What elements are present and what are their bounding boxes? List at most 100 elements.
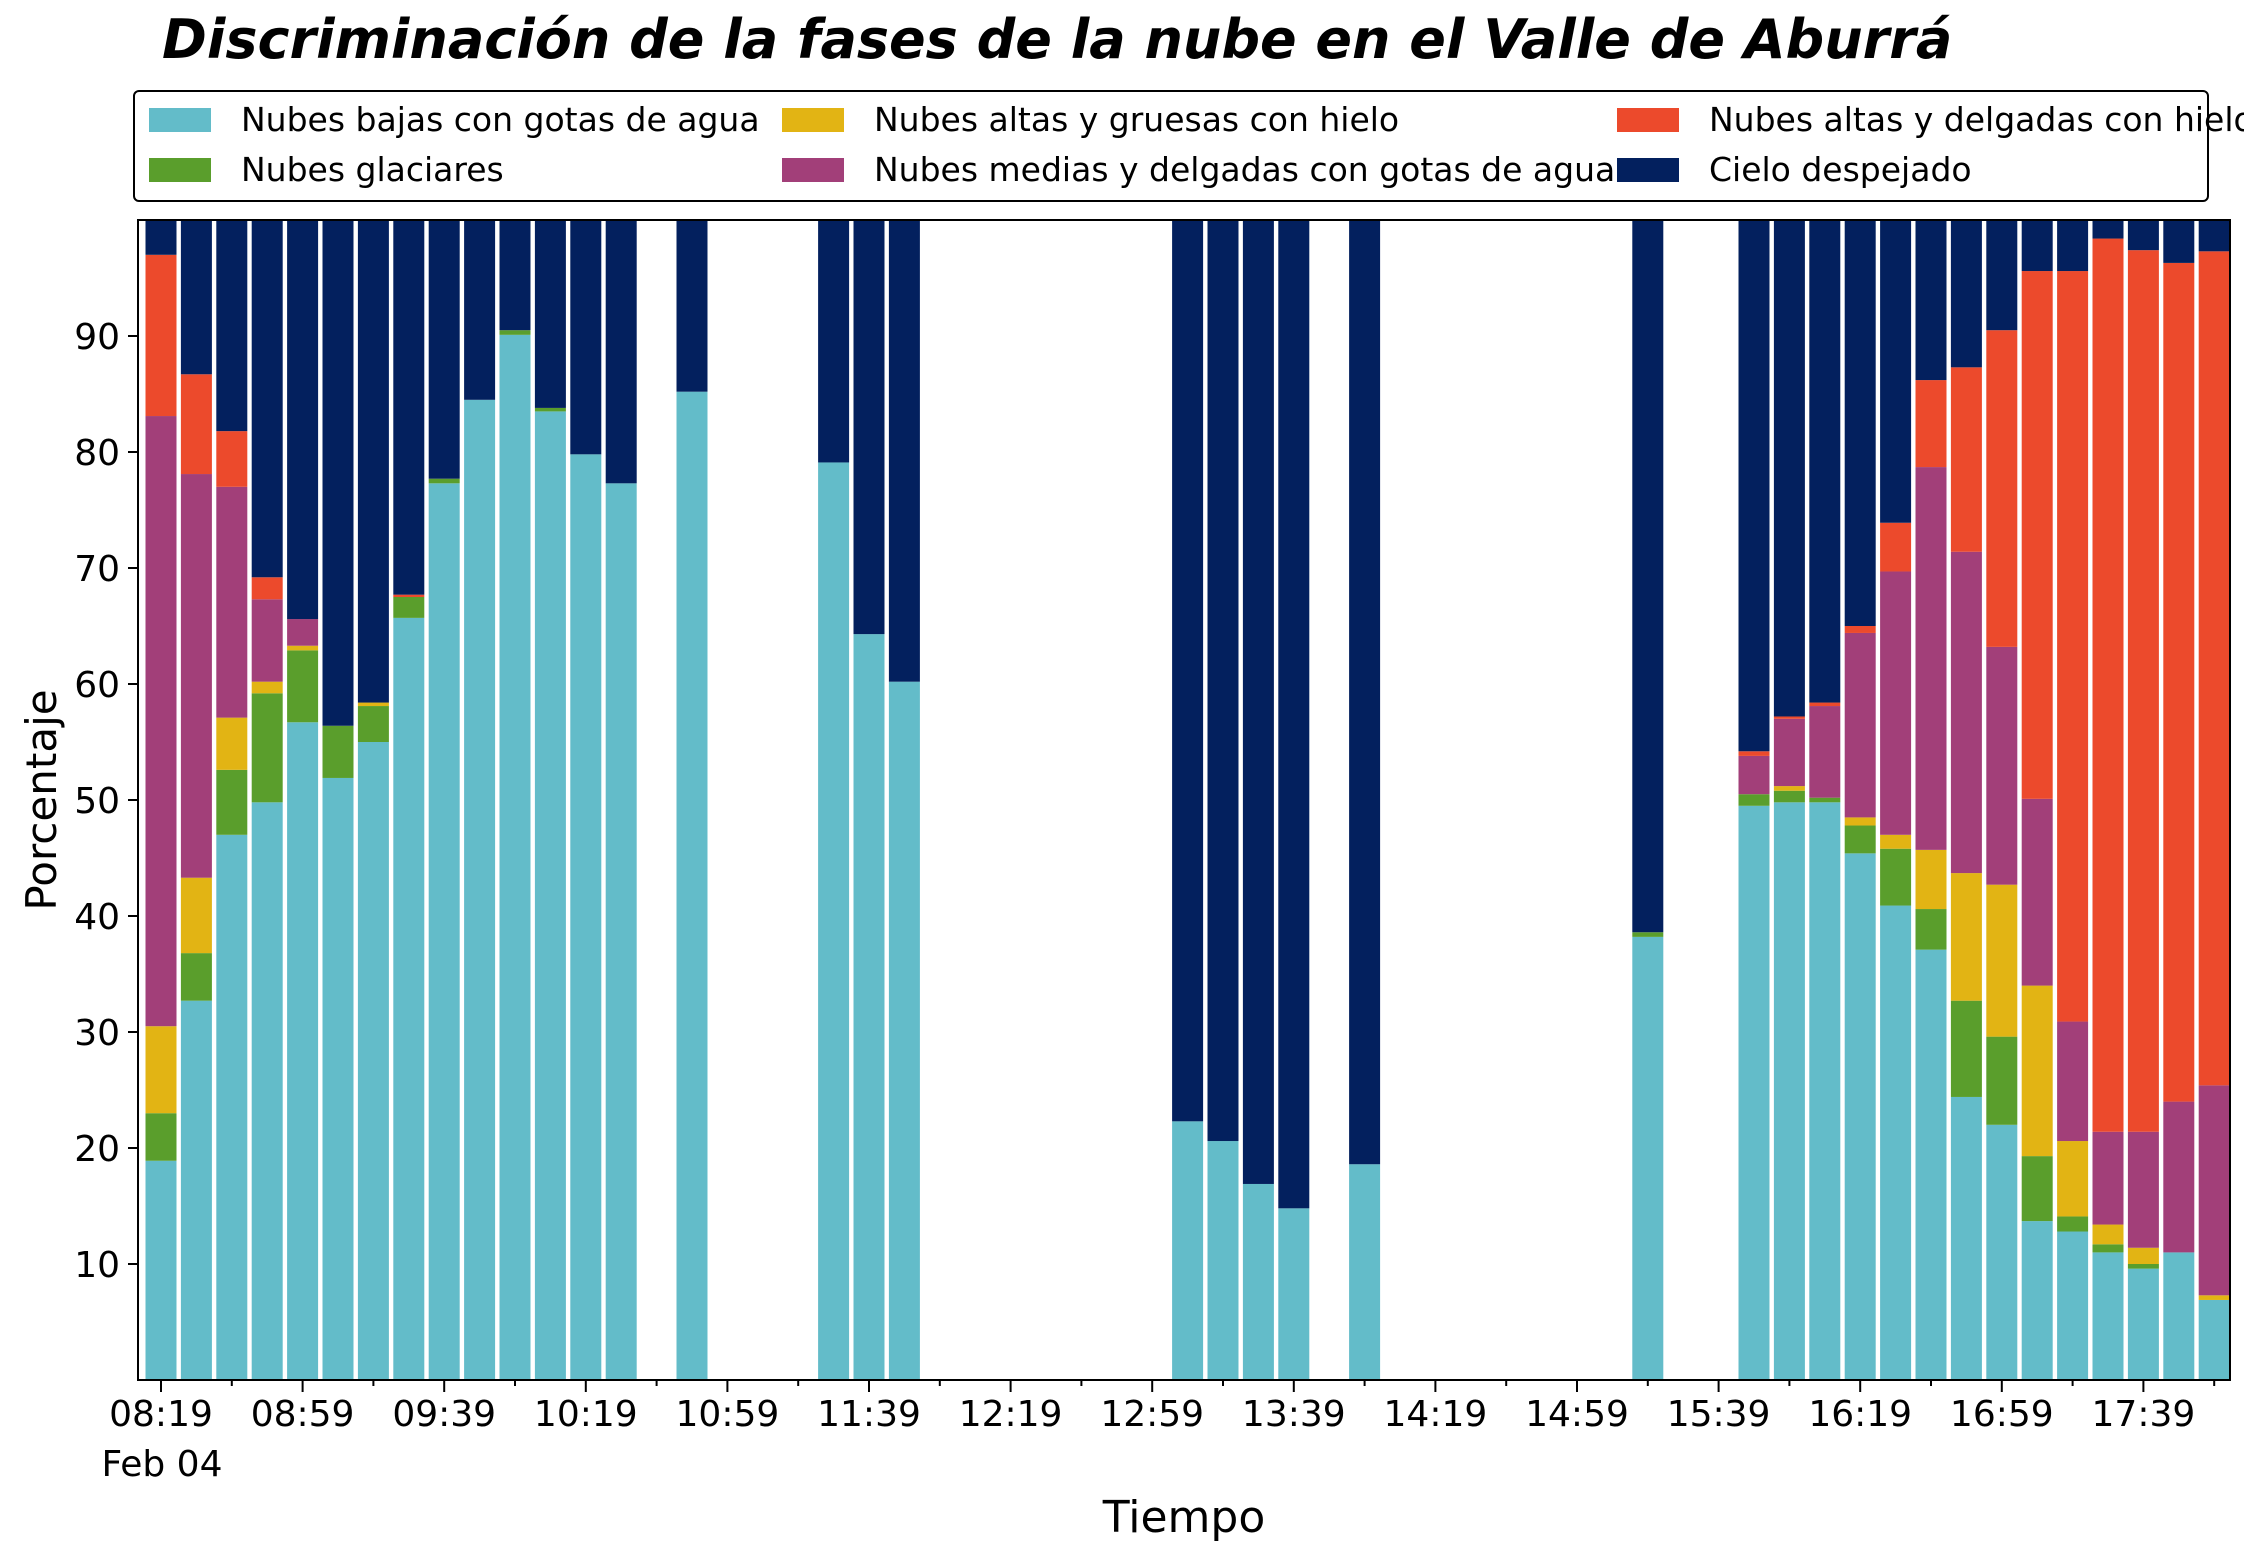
x-tick-label: 10:19 xyxy=(534,1394,638,1435)
bar-segment xyxy=(1915,220,1947,381)
x-tick-label: 12:19 xyxy=(959,1394,1063,1435)
bar-segment xyxy=(1844,626,1876,633)
bar-segment xyxy=(534,407,566,412)
bar-segment xyxy=(1844,220,1876,626)
bar-segment xyxy=(2198,220,2230,252)
bar-segment xyxy=(2057,1021,2089,1142)
y-axis-label: Porcentaje xyxy=(17,689,66,910)
bar-segment xyxy=(287,650,319,723)
bar-segment xyxy=(2092,238,2124,1132)
bar-segment xyxy=(1844,853,1876,1380)
x-tick-label: 17:39 xyxy=(2092,1394,2196,1435)
legend-item-despejado: Cielo despejado xyxy=(1617,150,1972,189)
bar-segment xyxy=(499,330,531,335)
bar-segment xyxy=(605,483,637,1380)
bar-segment xyxy=(1986,220,2018,331)
bar-segment xyxy=(2163,262,2195,1102)
bar-segment xyxy=(1172,1121,1204,1380)
bar-segment xyxy=(1632,220,1664,933)
legend-item-glaciares: Nubes glaciares xyxy=(149,150,504,189)
bar-segment xyxy=(428,220,460,479)
bar-segment xyxy=(1738,794,1770,806)
bar-segment xyxy=(534,411,566,1380)
bar-segment xyxy=(1773,802,1805,1380)
bar-segment xyxy=(180,953,212,1001)
bar-segment xyxy=(2092,1131,2124,1225)
bar-segment xyxy=(1950,873,1982,1001)
bar-segment xyxy=(2198,1085,2230,1296)
bar-segment xyxy=(251,220,283,578)
legend-item-medias-delgadas: Nubes medias y delgadas con gotas de agu… xyxy=(782,150,1615,189)
bar-segment xyxy=(2092,1224,2124,1245)
bar-segment xyxy=(2057,271,2089,1022)
legend-swatch-glaciares xyxy=(149,157,211,182)
bar-segment xyxy=(2092,220,2124,239)
bar-segment xyxy=(2057,1231,2089,1380)
bar-segment xyxy=(2198,1299,2230,1380)
bar-segment xyxy=(216,220,248,432)
x-axis-date-label: Feb 04 xyxy=(102,1444,223,1485)
bar-segment xyxy=(357,706,389,742)
bar-segment xyxy=(145,220,177,255)
bar-segment xyxy=(1880,834,1912,849)
bar-segment xyxy=(251,681,283,694)
bar-segment xyxy=(287,645,319,651)
y-tick-label: 80 xyxy=(74,433,120,474)
bar-segment xyxy=(818,462,850,1380)
bar-segment xyxy=(464,399,496,1380)
bar-segment xyxy=(428,478,460,484)
bar-segment xyxy=(1773,786,1805,791)
bar-segment xyxy=(322,220,354,726)
bar-segment xyxy=(2127,1131,2159,1248)
bar-segment xyxy=(2092,1252,2124,1380)
y-axis: 10 20 30 40 50 60 70 80 90 xyxy=(74,317,138,1286)
bar-segment xyxy=(1278,220,1310,1209)
legend-label-despejado: Cielo despejado xyxy=(1709,150,1972,189)
bar-segment xyxy=(287,220,319,620)
bar-segment xyxy=(145,1160,177,1380)
x-axis-label: Tiempo xyxy=(1102,1492,1266,1543)
bar-segment xyxy=(2021,271,2053,799)
legend-swatch-medias-delgadas xyxy=(782,157,844,182)
bar-segment xyxy=(676,391,708,1380)
bar-segment xyxy=(888,220,920,682)
bar-segment xyxy=(1242,220,1274,1184)
bar-segment xyxy=(428,483,460,1380)
chart-title: Discriminación de la fases de la nube en… xyxy=(162,8,1953,71)
bar-segment xyxy=(1632,936,1664,1380)
bar-segment xyxy=(464,220,496,400)
bar-segment xyxy=(2163,220,2195,263)
bar-segment xyxy=(1172,220,1204,1122)
bars-group xyxy=(145,220,2230,1381)
bar-segment xyxy=(251,577,283,600)
bar-segment xyxy=(322,725,354,778)
bar-segment xyxy=(1349,220,1381,1165)
y-tick-label: 30 xyxy=(74,1013,120,1054)
x-tick-label: 08:59 xyxy=(251,1394,355,1435)
legend-swatch-bajas xyxy=(149,107,211,132)
bar-segment xyxy=(180,220,212,375)
bar-segment xyxy=(2057,1216,2089,1232)
bar-segment xyxy=(357,742,389,1380)
bar-segment xyxy=(1773,220,1805,717)
x-tick-label: 13:39 xyxy=(1242,1394,1346,1435)
bar-segment xyxy=(216,834,248,1380)
bar-segment xyxy=(1844,817,1876,826)
bar-segment xyxy=(145,1026,177,1114)
legend-item-bajas: Nubes bajas con gotas de agua xyxy=(149,100,760,139)
bar-segment xyxy=(2092,1244,2124,1253)
bar-segment xyxy=(1950,220,1982,368)
bar-segment xyxy=(570,220,602,455)
bar-segment xyxy=(1950,367,1982,552)
bar-segment xyxy=(1915,380,1947,468)
bar-segment xyxy=(1773,716,1805,719)
bar-segment xyxy=(2163,1252,2195,1380)
bar-segment xyxy=(287,619,319,646)
x-axis: 08:19 08:59 09:39 10:19 10:59 11:39 12:19 12:59… xyxy=(109,1380,2216,1435)
y-tick-label: 90 xyxy=(74,317,120,358)
bar-segment xyxy=(1738,751,1770,756)
bar-segment xyxy=(1738,805,1770,1380)
bar-segment xyxy=(216,486,248,718)
bar-segment xyxy=(2021,220,2053,272)
